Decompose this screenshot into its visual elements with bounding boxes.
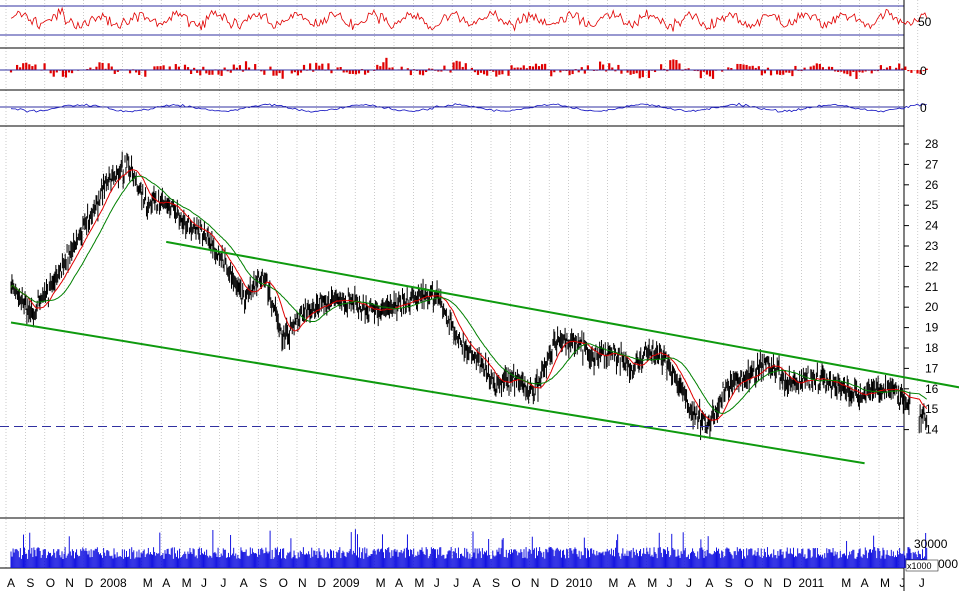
month-label: S [725,576,733,590]
price-tick-label: 20 [925,300,939,314]
price-tick-label: 16 [925,382,939,396]
price-tick-label: 26 [925,178,939,192]
month-label: J [667,576,673,590]
month-label: J [919,576,925,590]
month-label: M [376,576,386,590]
momentum-pane [0,57,928,79]
price-tick-label: 14 [925,423,939,437]
volume-partial-tick-label: 000 [938,557,958,571]
month-label: M [414,576,424,590]
long-moving-average-line [10,175,927,415]
month-label: N [764,576,773,590]
volume-unit-label: x1000 [907,561,932,571]
month-label: 2011 [798,576,824,590]
month-label: D [317,576,326,590]
price-tick-label: 21 [925,280,939,294]
month-label: 2008 [100,576,127,590]
right-axis: 50 0 0 30000 000 x1000 14 15 16 17 18 19 20 21 2… [904,15,958,572]
price-tick-label: 25 [925,198,939,212]
price-tick-label: 27 [925,157,939,171]
rsi-tick-label: 50 [918,15,932,29]
month-label: A [861,576,869,590]
rsi-pane [10,6,928,32]
rsi-line [10,6,928,32]
macd-line [10,102,927,113]
volume-tick-label: 30000 [914,537,948,551]
month-label: 2010 [566,576,593,590]
month-label: M [880,576,890,590]
month-label: D [550,576,559,590]
month-label: A [240,576,248,590]
month-label: O [279,576,288,590]
month-label: M [608,576,618,590]
price-tick-label: 19 [925,321,939,335]
month-label: 2009 [333,576,360,590]
month-label: A [7,576,15,590]
volume-unit-box [905,559,939,572]
month-label: J [686,576,692,590]
month-axis: A S O N D 2008 M A M J J A S O N D 2009 M A M J J A S O N D 2010 M A M… [7,576,925,590]
pane-frames [0,0,905,591]
lower-channel-line [10,321,865,465]
month-label: A [395,576,403,590]
short-moving-average-line [10,169,928,421]
month-label: D [85,576,94,590]
month-label: O [511,576,520,590]
volume-pane [10,529,928,568]
month-label: M [841,576,851,590]
month-label: O [744,576,753,590]
price-tick-label: 15 [925,402,939,416]
month-label: J [220,576,226,590]
price-tick-label: 24 [925,219,939,233]
price-tick-label: 17 [925,361,939,375]
month-label: A [162,576,170,590]
month-label: S [259,576,267,590]
month-label: S [26,576,34,590]
month-label: O [46,576,55,590]
price-tick-label: 22 [925,259,939,273]
macd-pane [0,102,927,113]
momentum-tick-label: 0 [920,64,927,78]
month-label: J [899,576,905,590]
month-label: D [783,576,792,590]
month-label: M [182,576,192,590]
month-label: N [65,576,74,590]
month-gridlines [5,0,919,568]
upper-channel-line [166,240,959,389]
month-label: A [628,576,636,590]
month-label: N [531,576,540,590]
month-label: S [492,576,500,590]
price-tick-label: 18 [925,341,939,355]
month-label: A [705,576,713,590]
macd-tick-label: 0 [920,101,927,115]
month-label: M [647,576,657,590]
month-label: J [201,576,207,590]
month-label: J [434,576,440,590]
month-label: A [473,576,481,590]
price-tick-label: 28 [925,137,939,151]
month-label: M [143,576,153,590]
month-label: N [298,576,307,590]
month-label: J [453,576,459,590]
price-tick-label: 23 [925,239,939,253]
price-pane [0,151,959,465]
